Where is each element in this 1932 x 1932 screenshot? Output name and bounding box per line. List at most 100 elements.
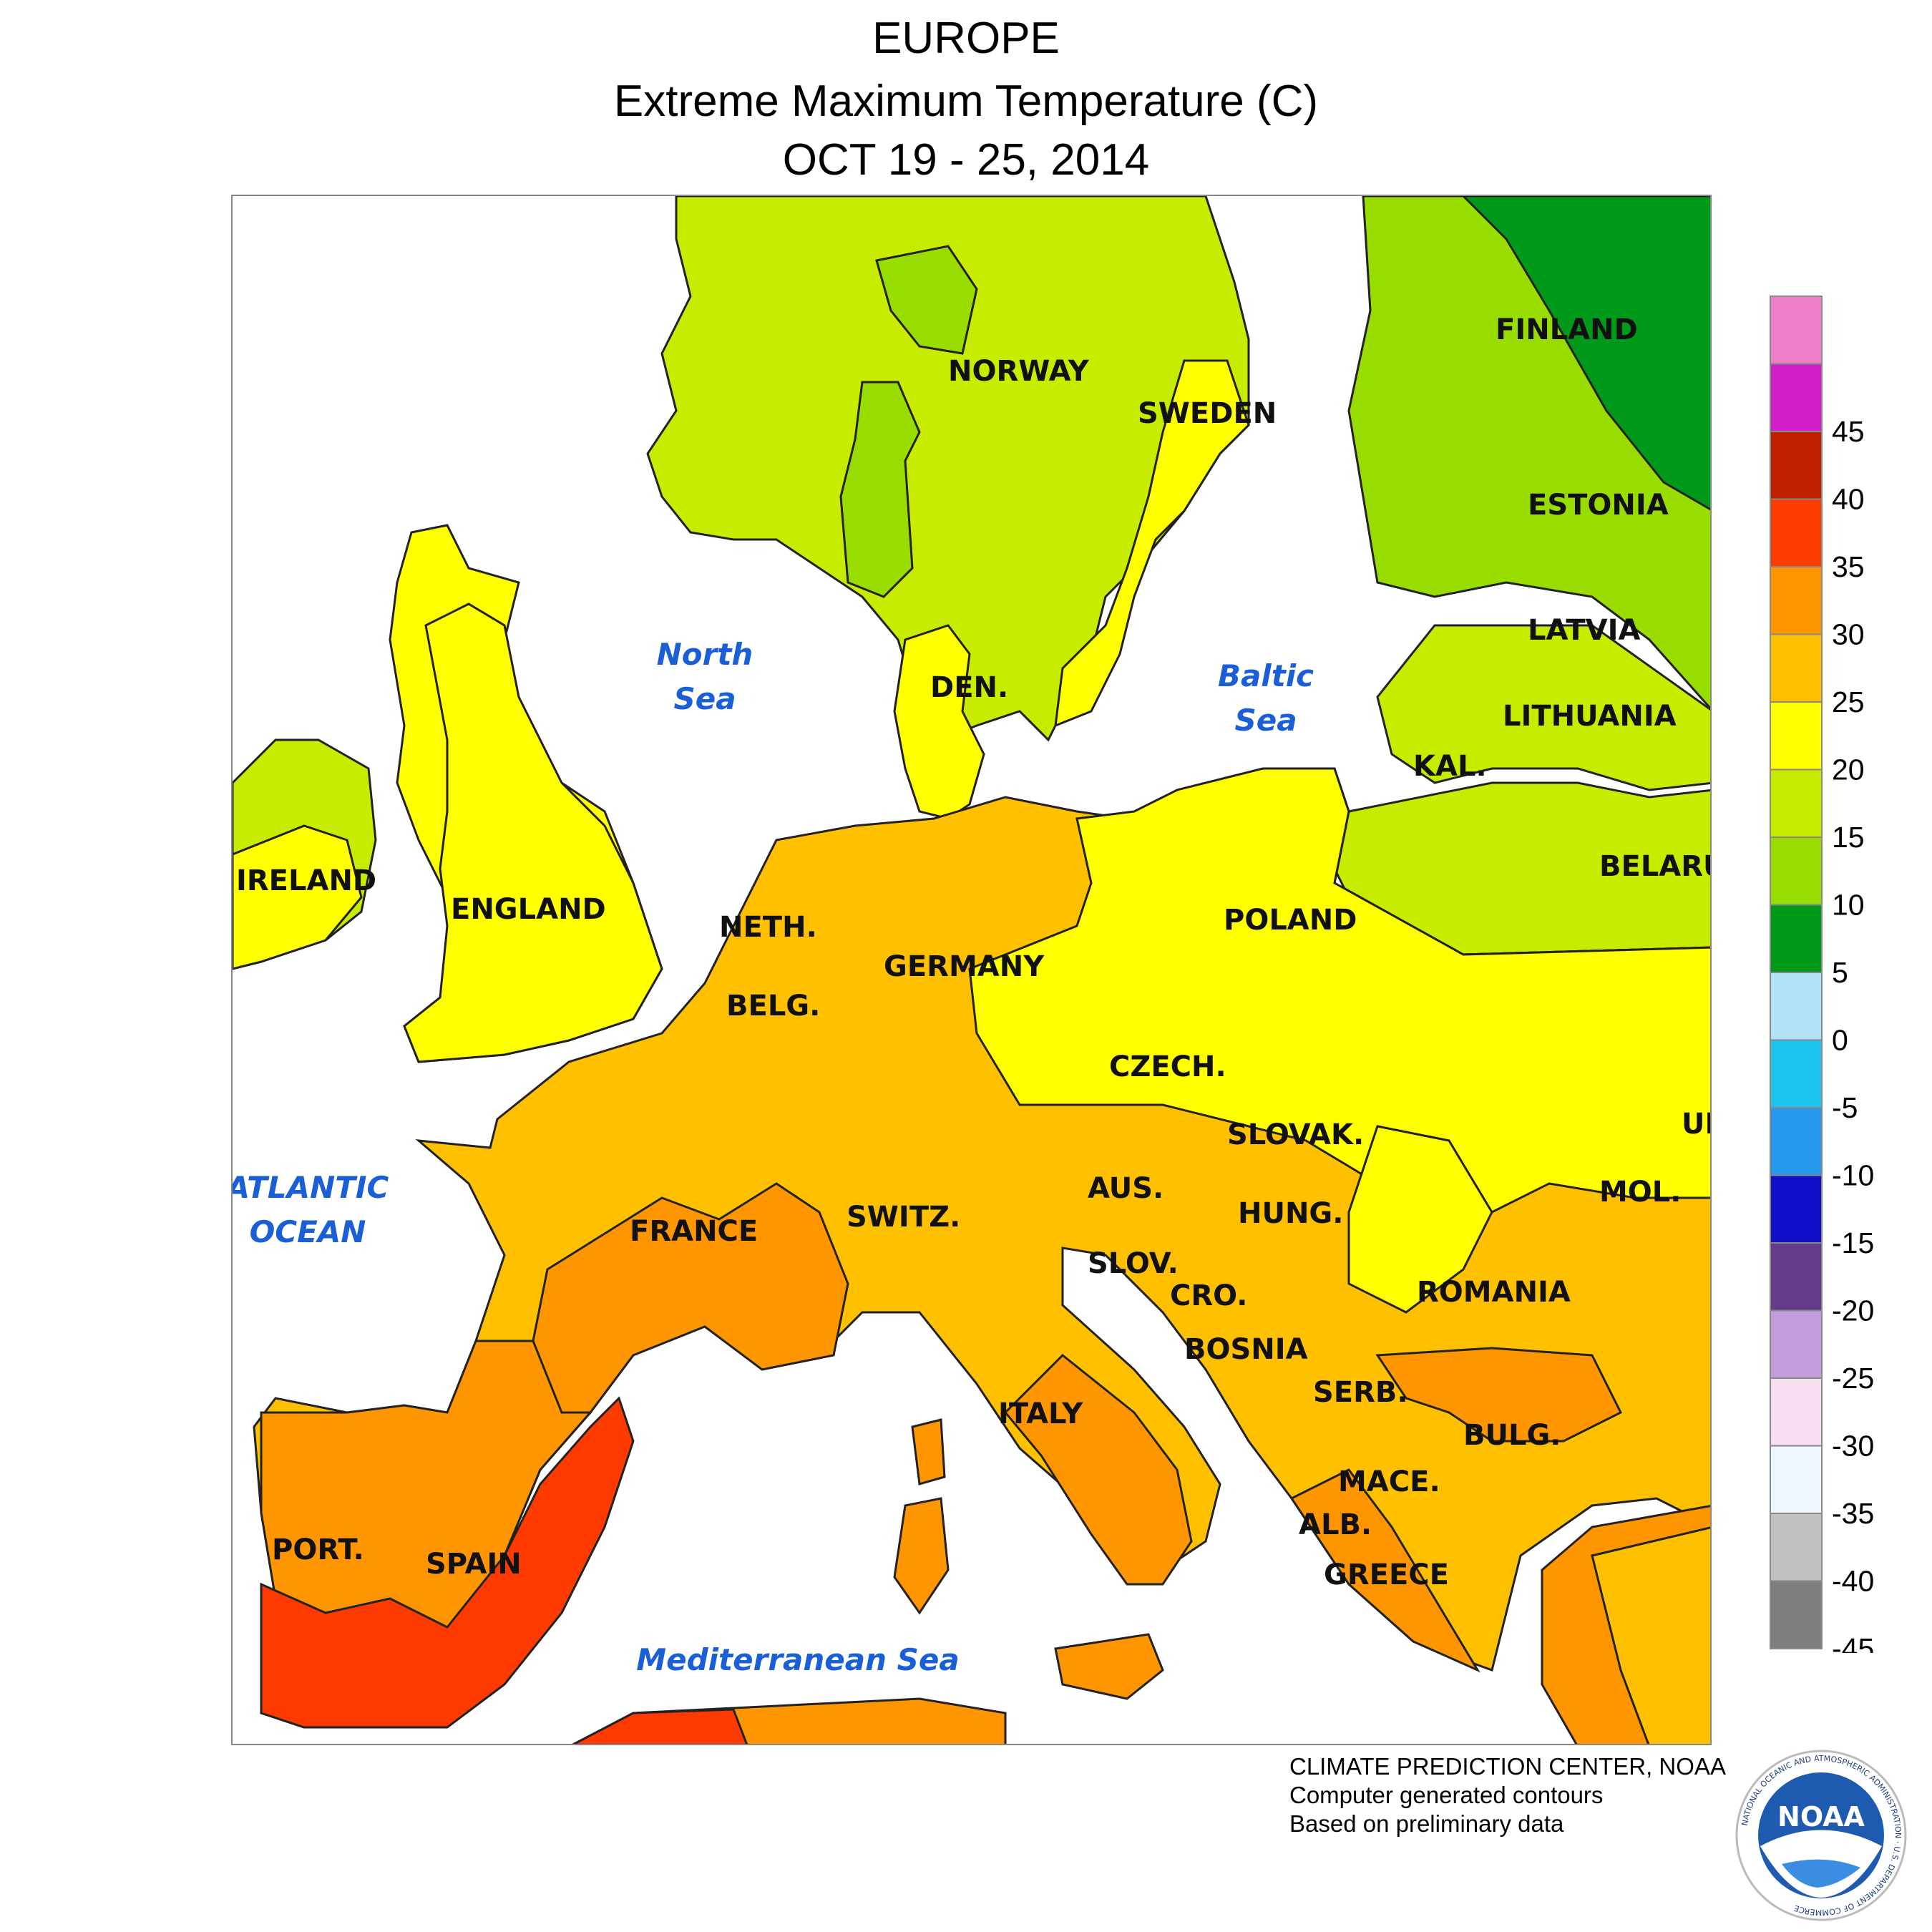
country-label-slov: SLOV.: [1088, 1247, 1179, 1280]
colorbar-tick-label: -20: [1832, 1294, 1874, 1327]
country-label-estonia: ESTONIA: [1528, 489, 1669, 522]
colorbar: 45 40 35 30 25 20 15 10 5 0 -5 -10 -15 -20 -25 -30 -35 -4…: [1770, 296, 1874, 1653]
sea-label-atlantic-ocean: OCEAN: [250, 1214, 366, 1249]
denmark-landmass: [893, 624, 985, 820]
fin-cold-zone: [1461, 196, 1710, 511]
colorbar-tick-label: 35: [1832, 550, 1865, 583]
balkan-hot-zone: [1375, 1347, 1623, 1443]
colorbar-tick-label: -35: [1832, 1497, 1874, 1530]
country-label-sweden: SWEDEN: [1138, 397, 1277, 430]
country-label-neth: NETH.: [719, 911, 817, 944]
colorbar-bin: [1770, 972, 1823, 1041]
sardinia-landmass: [893, 1497, 950, 1615]
country-label-france: FRANCE: [630, 1215, 758, 1248]
corsica-landmass: [911, 1418, 946, 1485]
colorbar-tick-label: 40: [1832, 483, 1865, 516]
sicily-landmass: [1054, 1633, 1164, 1700]
country-label-port: PORT.: [272, 1533, 364, 1566]
credit-line-2: Computer generated contours: [1289, 1782, 1604, 1808]
balkan-north-zone: [1347, 1125, 1493, 1314]
iberia-very-hot-zone: [260, 1396, 635, 1729]
turkey-warm-zone: [1591, 1526, 1710, 1744]
country-label-norway: NORWAY: [948, 355, 1090, 388]
colorbar-tick-label: -25: [1832, 1362, 1874, 1395]
colorbar-tick-label: -30: [1832, 1430, 1874, 1463]
country-label-hung: HUNG.: [1238, 1197, 1343, 1230]
colorbar-bin: [1770, 296, 1823, 365]
colorbar-tick-label: 10: [1832, 889, 1865, 922]
map-date-range: OCT 19 - 25, 2014: [782, 135, 1150, 185]
colorbar-tick-label: 25: [1832, 686, 1865, 718]
colorbar-bin: [1770, 769, 1823, 838]
colorbar-tick-label: -5: [1832, 1091, 1858, 1124]
noaa-logo: NOAA NATIONAL OCEANIC AND ATMOSPHERIC AD…: [1735, 1750, 1907, 1921]
colorbar-bin: [1770, 1242, 1823, 1312]
colorbar-bin: [1770, 566, 1823, 635]
colorbar-tick-label: 20: [1832, 753, 1865, 786]
colorbar-bin: [1770, 1107, 1823, 1176]
country-label-switz: SWITZ.: [847, 1201, 960, 1234]
sea-label-mediterranean-sea: Mediterranean Sea: [636, 1642, 959, 1677]
country-label-italy: ITALY: [998, 1397, 1083, 1430]
colorbar-bin: [1770, 701, 1823, 771]
country-label-czech: CZECH.: [1109, 1050, 1226, 1083]
sweden-warm-zone: [1054, 359, 1250, 728]
temperature-map: NORWAY SWEDEN FINLAND ESTONIA LATVIA LITHUANI…: [231, 195, 1712, 1745]
country-label-aus: AUS.: [1088, 1172, 1163, 1205]
colorbar-bin: [1770, 363, 1823, 432]
sea-label-atlantic-ocean: ATLANTIC: [233, 1170, 389, 1205]
country-label-bulg: BULG.: [1463, 1419, 1561, 1452]
colorbar-tick-label: -45: [1832, 1632, 1874, 1653]
colorbar-bin: [1770, 498, 1823, 567]
colorbar-tick-label: -15: [1832, 1226, 1874, 1259]
colorbar-tick-label: 0: [1832, 1024, 1848, 1057]
map-region-title: EUROPE: [872, 14, 1060, 63]
credit-line-1: CLIMATE PREDICTION CENTER, NOAA: [1289, 1753, 1726, 1780]
country-label-den: DEN.: [930, 671, 1008, 704]
colorbar-tick-label: 5: [1832, 956, 1848, 989]
colorbar-bin: [1770, 1309, 1823, 1379]
country-label-latvia: LATVIA: [1528, 614, 1640, 647]
country-label-spain: SPAIN: [426, 1548, 522, 1581]
country-label-bosnia: BOSNIA: [1184, 1333, 1308, 1366]
colorbar-bin: [1770, 633, 1823, 703]
map-variable-title: Extreme Maximum Temperature (C): [613, 77, 1319, 126]
colorbar-bin: [1770, 1174, 1823, 1244]
country-label-germany: GERMANY: [884, 950, 1045, 983]
colorbar-bin: [1770, 1580, 1823, 1649]
colorbar-tick-label: 45: [1832, 415, 1865, 448]
colorbar-bin: [1770, 1039, 1823, 1108]
country-label-lithuania: LITHUANIA: [1503, 700, 1677, 733]
sea-label-north-sea: North: [657, 637, 753, 672]
country-label-romania: ROMANIA: [1417, 1276, 1571, 1309]
colorbar-tick-label: 15: [1832, 821, 1865, 854]
country-label-ireland: IRELAND: [236, 864, 376, 897]
africa-very-hot-zone: [572, 1708, 748, 1744]
country-label-slovak: SLOVAK.: [1227, 1118, 1364, 1151]
ireland-warm-zone: [233, 824, 363, 970]
country-label-finland: FINLAND: [1496, 313, 1638, 346]
greece-hot-zone: [1289, 1468, 1480, 1673]
colorbar-bin: [1770, 431, 1823, 500]
colorbar-bin: [1770, 1377, 1823, 1447]
colorbar-bin: [1770, 904, 1823, 973]
sea-label-baltic-sea: Sea: [1234, 703, 1297, 738]
noaa-logo-wordmark: NOAA: [1777, 1801, 1865, 1833]
country-label-serb: SERB.: [1313, 1376, 1408, 1409]
country-label-kal: KAL.: [1413, 750, 1487, 783]
sea-label-north-sea: Sea: [673, 681, 736, 716]
poland-warm-zone: [968, 767, 1710, 1214]
colorbar-tick-label: -10: [1832, 1159, 1874, 1192]
country-label-greece: GREECE: [1324, 1558, 1449, 1591]
colorbar-bin: [1770, 1513, 1823, 1582]
country-label-uk: UK: [1682, 1108, 1712, 1141]
colorbar-bin: [1770, 836, 1823, 906]
country-label-cro: CRO.: [1170, 1279, 1247, 1312]
norway-cool-zone-2: [875, 245, 978, 355]
colorbar-bin: [1770, 1445, 1823, 1514]
country-label-mol: MOL.: [1599, 1176, 1682, 1209]
england-warm-zone: [403, 602, 663, 1063]
sea-label-baltic-sea: Baltic: [1218, 658, 1314, 693]
country-label-poland: POLAND: [1224, 904, 1357, 937]
baltic-states-landmass: [1376, 624, 1710, 791]
